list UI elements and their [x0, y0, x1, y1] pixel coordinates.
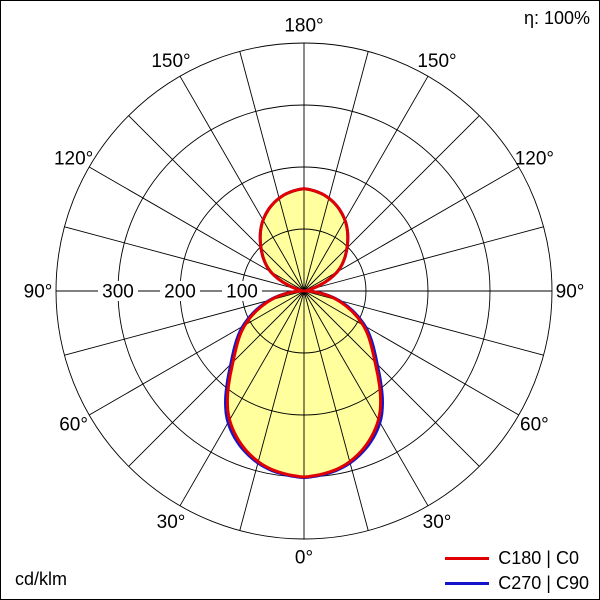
- angle-label: 30°: [157, 512, 186, 533]
- angle-label: 60°: [520, 415, 549, 436]
- angle-label: 60°: [59, 415, 88, 436]
- angle-label: 90°: [556, 282, 585, 303]
- legend-item-c90: C270 | C90: [445, 574, 589, 592]
- legend-item-c0: C180 | C0: [445, 549, 579, 567]
- efficiency-label: η: 100%: [523, 8, 590, 28]
- legend-label-c0: C180 | C0: [498, 548, 579, 568]
- radial-tick-labels: 100 200 300: [98, 281, 262, 303]
- radial-tick-label: 300: [102, 282, 134, 303]
- angle-label: 90°: [24, 282, 53, 303]
- angle-label: 0°: [295, 548, 313, 569]
- angle-label: 180°: [284, 16, 323, 37]
- angle-label: 120°: [515, 149, 554, 170]
- angle-labels: 0° 30° 30° 60° 60° 90° 90° 120° 120° 150° 150° 180°: [24, 16, 585, 569]
- angle-label: 150°: [417, 51, 456, 72]
- unit-label: cd/klm: [15, 569, 68, 589]
- radial-tick-label: 100: [226, 282, 258, 303]
- radial-tick-label: 200: [164, 282, 196, 303]
- legend-label-c90: C270 | C90: [498, 573, 589, 593]
- polar-grid: [55, 42, 553, 540]
- legend-line-red: [445, 556, 490, 560]
- angle-label: 150°: [151, 51, 190, 72]
- angle-label: 120°: [54, 149, 93, 170]
- legend-line-blue: [445, 581, 490, 585]
- legend: C180 | C0 C270 | C90: [445, 549, 589, 592]
- angle-label: 30°: [423, 512, 452, 533]
- curve-c180-c0: [225, 187, 383, 479]
